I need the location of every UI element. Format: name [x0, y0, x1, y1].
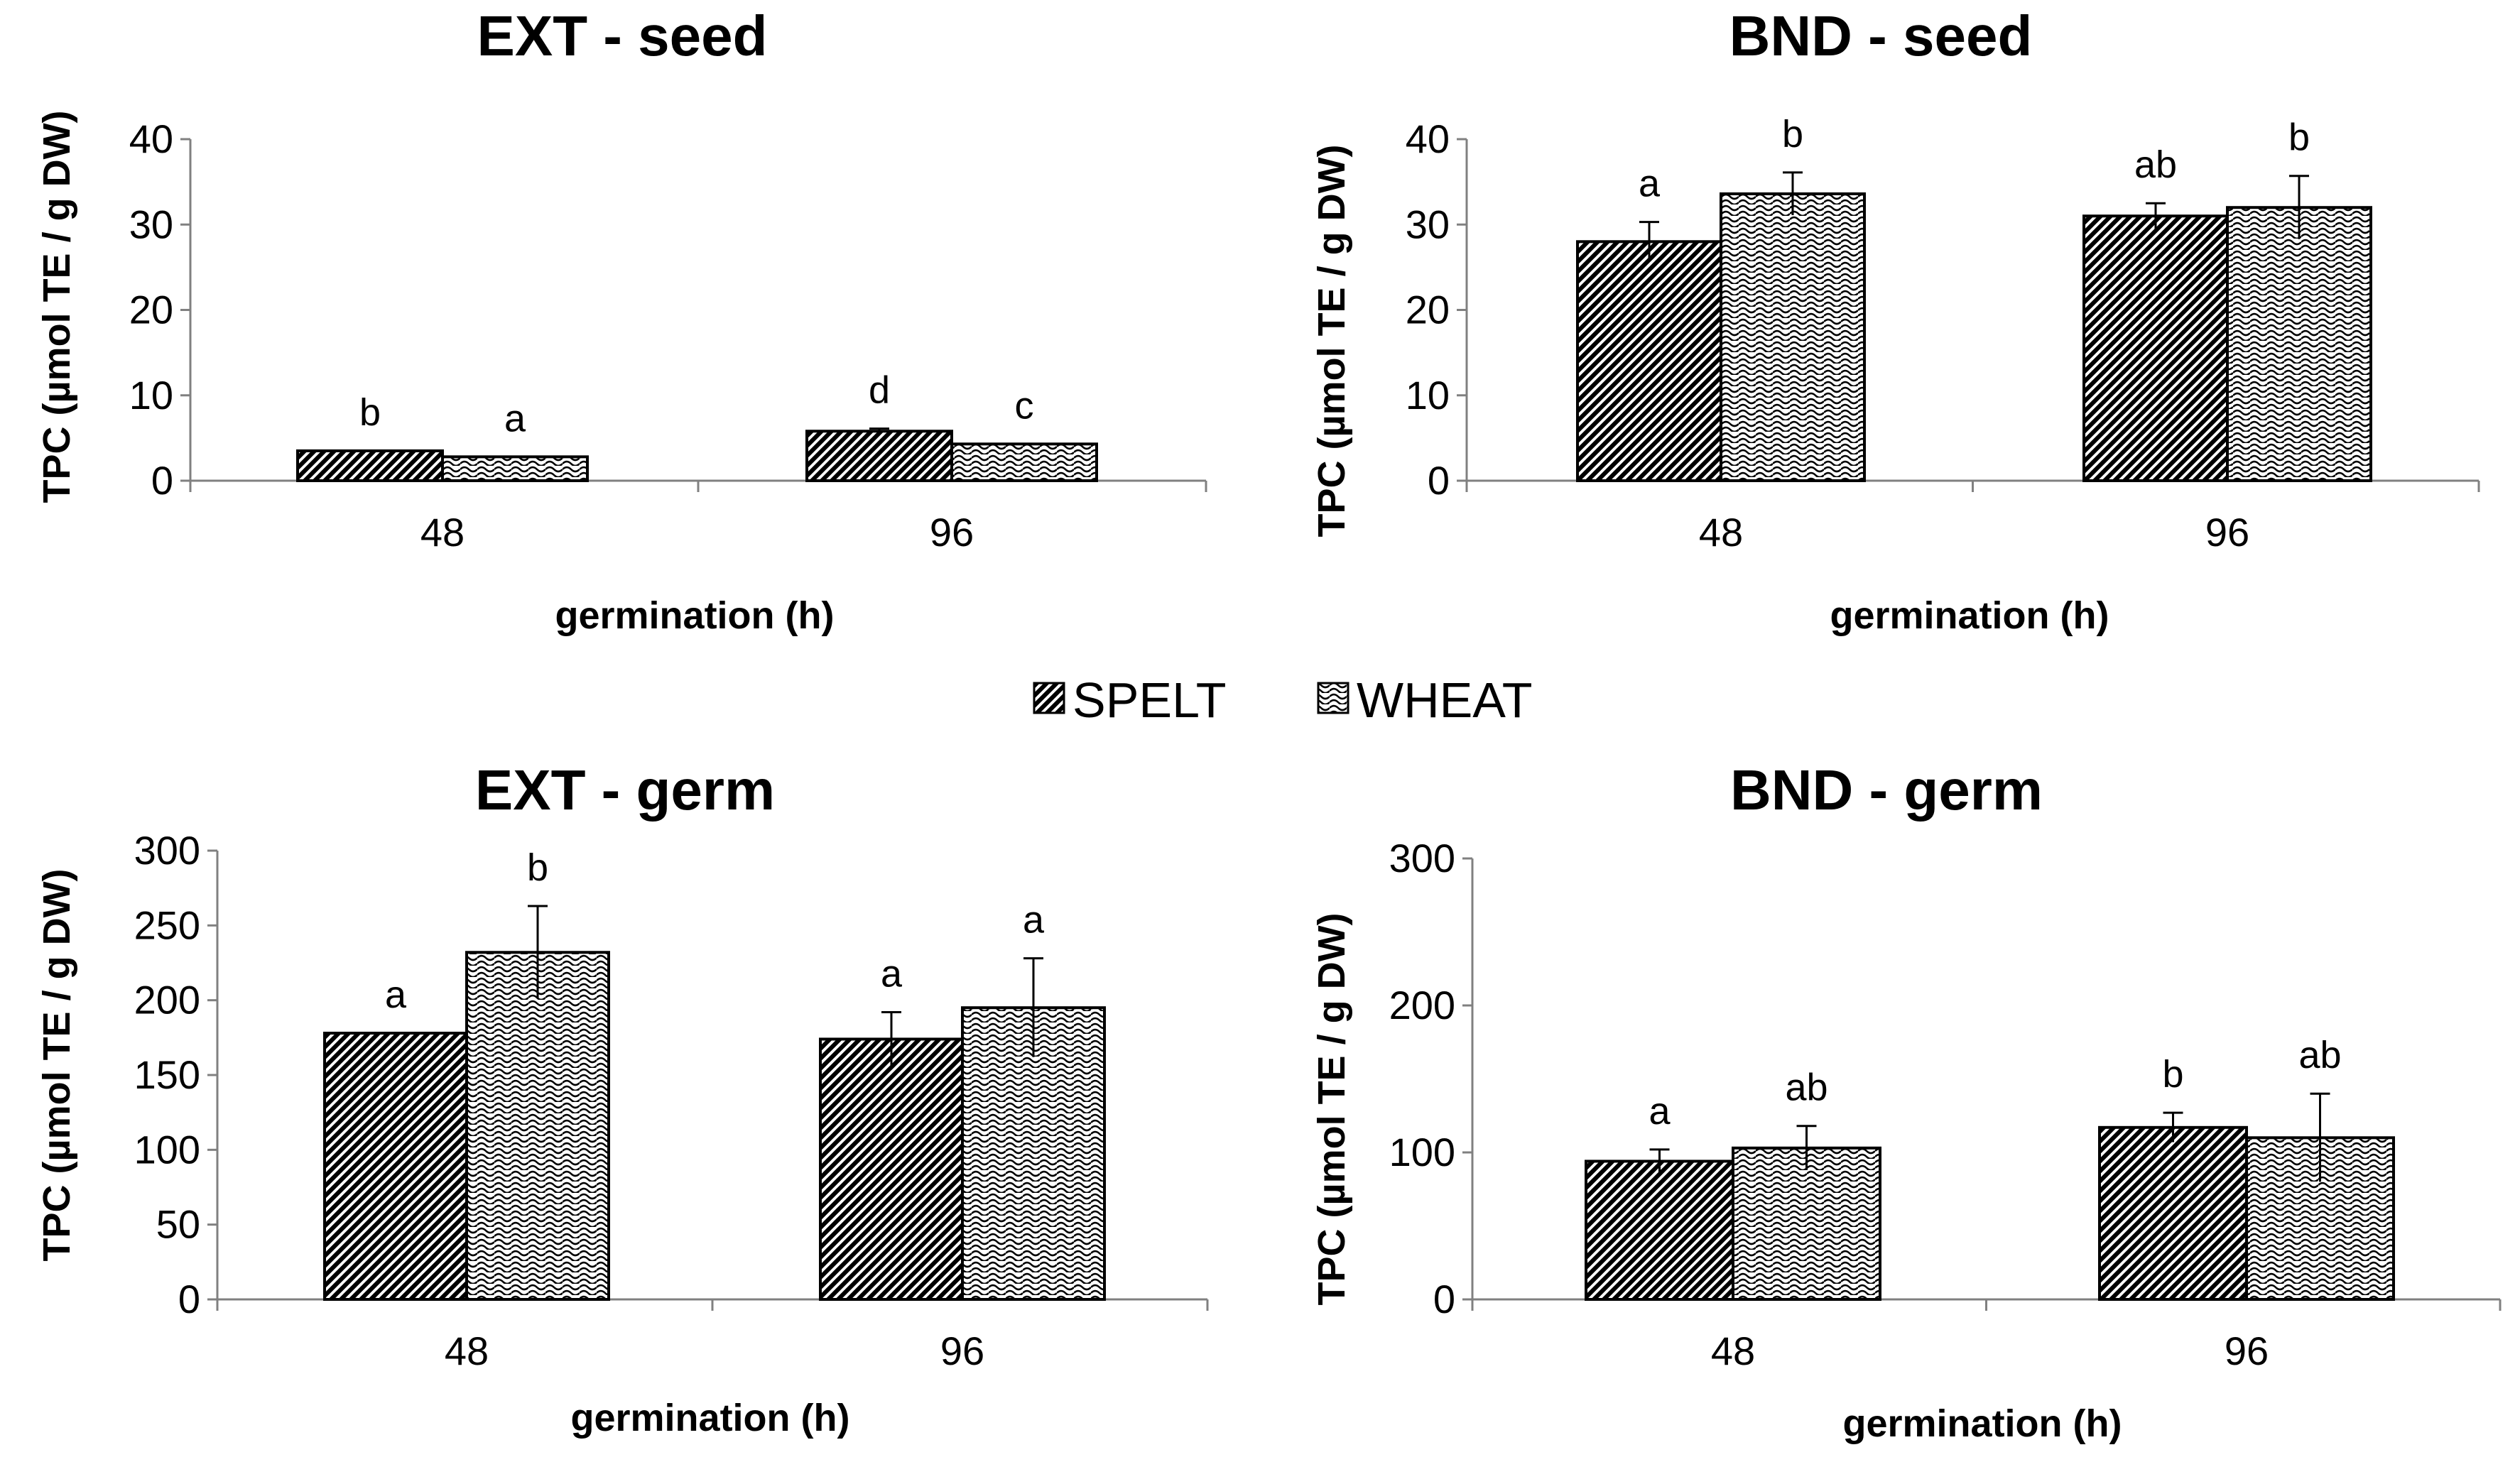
significance-letter: ab — [1785, 1067, 1827, 1109]
y-tick-label: 0 — [1428, 458, 1450, 503]
y-tick-label: 300 — [134, 828, 200, 873]
x-axis-title: germination (h) — [555, 594, 835, 637]
legend: SPELT WHEAT — [1033, 672, 1533, 728]
x-tick-label: 48 — [1699, 510, 1743, 555]
legend-swatch-spelt — [1033, 682, 1065, 714]
bar-spelt — [805, 430, 953, 483]
chart-panel-ext-seed: EXT - seed TPC (µmol TE / g DW) germinat… — [36, 4, 1207, 637]
y-tick-label: 30 — [1406, 202, 1450, 246]
y-tick-label: 10 — [1406, 373, 1450, 418]
bar-wheat — [465, 951, 610, 1301]
y-tick-label: 0 — [178, 1277, 200, 1321]
x-tick-label: 48 — [420, 510, 465, 555]
x-axis-title: germination (h) — [571, 1397, 850, 1439]
significance-letter: d — [869, 369, 890, 412]
x-tick-label: 96 — [2225, 1329, 2269, 1373]
x-axis-title: germination (h) — [1843, 1402, 2122, 1445]
y-axis-title: TPC (µmol TE / g DW) — [36, 868, 78, 1261]
y-tick-label: 40 — [1406, 116, 1450, 161]
significance-letter: a — [881, 953, 903, 995]
plot-area: 0 10 20 30 40 48 b a 96 d c — [129, 116, 1207, 555]
significance-letter: a — [385, 973, 407, 1016]
significance-letter: b — [527, 846, 548, 889]
bar-wheat — [1720, 192, 1866, 482]
x-axis-title: germination (h) — [1830, 594, 2109, 637]
y-tick-label: 200 — [134, 978, 200, 1022]
bar-spelt — [1585, 1160, 1734, 1302]
y-tick-label: 150 — [134, 1052, 200, 1097]
bar-spelt — [296, 449, 444, 482]
legend-label-spelt: SPELT — [1072, 672, 1227, 728]
bar-spelt — [2082, 214, 2229, 482]
bar-wheat — [950, 442, 1098, 482]
legend-item-wheat: WHEAT — [1317, 672, 1533, 728]
x-tick-label: 96 — [930, 510, 974, 555]
x-tick-label: 96 — [2205, 510, 2249, 555]
y-tick-label: 30 — [129, 202, 173, 246]
chart-panel-bnd-seed: BND - seed TPC (µmol TE / g DW) germinat… — [1310, 4, 2480, 637]
x-tick-label: 96 — [940, 1329, 984, 1373]
y-tick-label: 0 — [151, 458, 173, 503]
bar-spelt — [1576, 240, 1722, 482]
significance-letter: b — [2288, 116, 2310, 159]
bar-spelt — [2098, 1125, 2248, 1302]
bar-wheat — [2226, 206, 2372, 482]
y-axis-title: TPC (µmol TE / g DW) — [1310, 912, 1353, 1305]
x-tick-label: 48 — [1711, 1329, 1755, 1373]
significance-letter: b — [359, 391, 381, 434]
y-tick-label: 100 — [134, 1127, 200, 1172]
chart-title: EXT - seed — [477, 4, 767, 67]
significance-letter: a — [1023, 899, 1045, 942]
chart-title: EXT - germ — [475, 758, 775, 822]
legend-swatch-wheat — [1317, 682, 1349, 714]
y-tick-label: 20 — [129, 288, 173, 332]
y-tick-label: 50 — [156, 1202, 200, 1247]
chart-title: BND - seed — [1729, 4, 2033, 67]
plot-area: 0 50 100 150 200 250 300 48 a b 96 a a — [134, 828, 1209, 1373]
chart-panel-ext-germ: EXT - germ TPC (µmol TE / g DW) germinat… — [36, 758, 1209, 1439]
legend-label-wheat: WHEAT — [1357, 672, 1533, 728]
significance-letter: c — [1015, 384, 1034, 427]
y-tick-label: 40 — [129, 116, 173, 161]
x-tick-label: 48 — [445, 1329, 489, 1373]
bar-spelt — [323, 1032, 468, 1301]
y-tick-label: 100 — [1389, 1130, 1455, 1174]
y-tick-label: 20 — [1406, 288, 1450, 332]
bar-spelt — [819, 1037, 964, 1301]
bar-wheat — [1732, 1146, 1881, 1302]
significance-letter: ab — [2298, 1034, 2341, 1076]
y-axis-title: TPC (µmol TE / g DW) — [36, 110, 78, 503]
significance-letter: ab — [2134, 143, 2177, 186]
y-tick-label: 300 — [1389, 836, 1455, 880]
chart-title: BND - germ — [1730, 758, 2043, 822]
bar-wheat — [441, 455, 589, 483]
y-tick-label: 10 — [129, 373, 173, 418]
chart-panel-bnd-germ: BND - germ TPC (µmol TE / g DW) germinat… — [1310, 758, 2502, 1445]
y-tick-label: 250 — [134, 902, 200, 947]
y-tick-label: 0 — [1433, 1277, 1455, 1321]
y-tick-label: 200 — [1389, 983, 1455, 1027]
legend-item-spelt: SPELT — [1033, 672, 1227, 728]
significance-letter: b — [2162, 1053, 2183, 1096]
significance-letter: a — [1649, 1090, 1671, 1133]
significance-letter: b — [1782, 113, 1803, 156]
y-axis-title: TPC (µmol TE / g DW) — [1310, 144, 1353, 537]
plot-area: 0 100 200 300 48 a ab 96 b ab — [1389, 836, 2502, 1373]
significance-letter: a — [504, 397, 526, 440]
significance-letter: a — [1639, 163, 1661, 205]
